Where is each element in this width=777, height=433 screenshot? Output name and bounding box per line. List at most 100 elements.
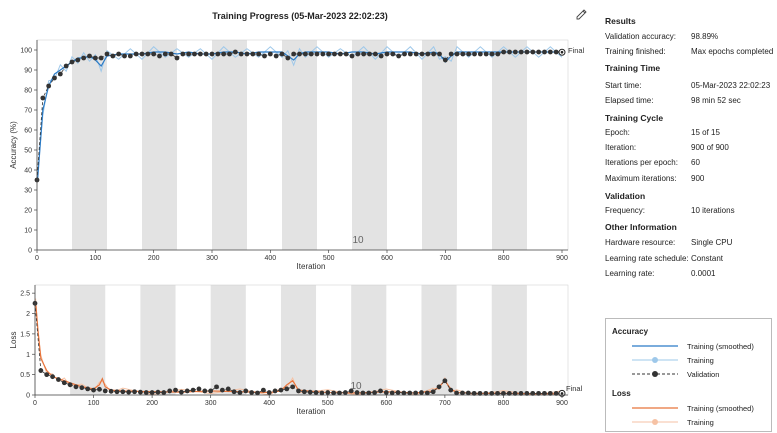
validation-point [355,51,361,57]
x-tick-label: 300 [205,400,217,407]
validation-point [133,51,139,57]
validation-point [489,390,495,396]
validation-point [272,388,278,394]
validation-point [437,51,442,57]
results-heading: Results [605,16,636,26]
info-row: Maximum iterations: 900 [605,174,705,183]
legend-marker-swatch [632,371,678,377]
y-tick-label: 2 [26,311,30,318]
legend-item: Training (smoothed) [612,341,767,352]
validation-point [108,388,114,394]
validation-point [110,53,116,59]
validation-point [162,51,168,57]
validation-point [52,75,57,81]
validation-point [419,390,424,395]
validation-point [390,51,396,57]
validation-point [314,51,320,57]
validation-point [196,386,202,392]
x-tick-label: 800 [498,400,510,407]
validation-point [266,390,272,395]
validation-point [139,51,145,57]
accuracy-epoch-watermark: 10 [352,235,364,246]
validation-point [174,55,180,61]
validation-point [81,55,87,61]
validation-point [542,390,547,396]
validation-point [87,53,92,59]
validation-point [332,51,337,57]
validation-point [536,390,541,396]
validation-point [372,390,378,395]
validation-point [506,390,512,396]
validation-point [126,389,132,395]
validation-point [73,384,79,390]
validation-point [378,53,384,59]
validation-point [424,390,430,396]
validation-point [402,51,407,57]
epoch-band [72,40,107,250]
validation-point [149,390,155,395]
y-tick-label: 50 [24,148,32,155]
y-tick-label: 0 [26,393,30,400]
validation-point [40,95,46,101]
validation-point [518,49,524,55]
validation-point [167,388,173,394]
validation-point [512,390,518,396]
epoch-band [280,285,317,395]
legend-accuracy-heading: Accuracy [612,327,649,336]
y-tick-label: 60 [24,128,32,135]
validation-point [102,388,108,394]
x-tick-label: 800 [498,255,510,262]
validation-point [104,51,110,57]
validation-point [518,390,524,396]
validation-point [145,51,151,57]
export-icon[interactable] [576,9,587,20]
validation-point [448,387,454,393]
epoch-band [491,285,527,395]
x-tick-label: 0 [35,255,39,262]
validation-point [448,51,454,57]
validation-point [489,51,495,57]
validation-point [308,51,314,57]
validation-point [151,51,157,57]
accuracy-ylabel: Accuracy (%) [9,121,18,169]
validation-point [180,51,186,57]
validation-point [237,390,243,395]
x-tick-label: 900 [556,255,568,262]
validation-point [442,57,448,63]
x-tick-label: 400 [263,400,275,407]
validation-point [337,51,343,57]
validation-point [50,374,55,380]
validation-point [326,51,332,57]
x-tick-label: 500 [322,400,334,407]
loss-plot: 0 0.5 1 1.5 2 2.5 0 100 200 300 400 500 600 700 800 90… [9,284,583,416]
x-tick-label: 200 [148,255,160,262]
validation-point [256,51,262,57]
validation-point [279,51,285,57]
validation-point [501,49,507,55]
validation-point [354,390,360,395]
x-tick-label: 0 [33,400,37,407]
validation-point [436,384,442,390]
validation-point [378,388,383,394]
validation-point [161,390,167,395]
validation-point [383,390,389,395]
validation-point [122,53,127,59]
info-row: Iteration: 900 of 900 [605,143,729,152]
validation-point [232,49,238,55]
validation-point [431,51,437,57]
validation-point [407,390,413,396]
y-tick-label: 0.5 [20,372,30,379]
epoch-band [422,40,457,250]
training-time-heading: Training Time [605,63,661,73]
validation-point [477,51,483,57]
validation-point [202,388,208,394]
x-tick-label: 200 [146,400,158,407]
validation-point [97,386,102,392]
validation-point [349,53,355,59]
validation-point [297,51,302,57]
x-tick-label: 700 [439,255,451,262]
epoch-band [421,285,457,395]
validation-point [208,388,214,394]
validation-point [466,51,472,57]
training-raw-line [35,298,563,396]
